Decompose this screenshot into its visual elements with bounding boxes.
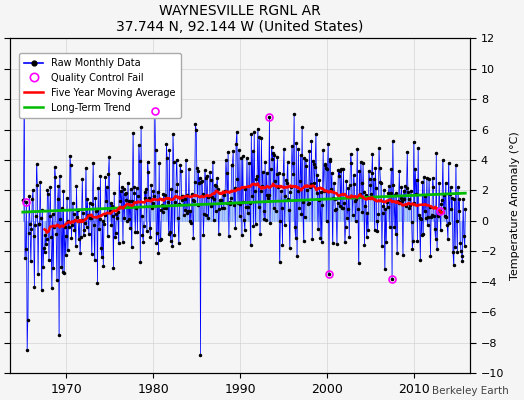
Legend: Raw Monthly Data, Quality Control Fail, Five Year Moving Average, Long-Term Tren: Raw Monthly Data, Quality Control Fail, … bbox=[19, 53, 181, 118]
Text: Berkeley Earth: Berkeley Earth bbox=[432, 386, 508, 396]
Y-axis label: Temperature Anomaly (°C): Temperature Anomaly (°C) bbox=[510, 131, 520, 280]
Title: WAYNESVILLE RGNL AR
37.744 N, 92.144 W (United States): WAYNESVILLE RGNL AR 37.744 N, 92.144 W (… bbox=[116, 4, 364, 34]
